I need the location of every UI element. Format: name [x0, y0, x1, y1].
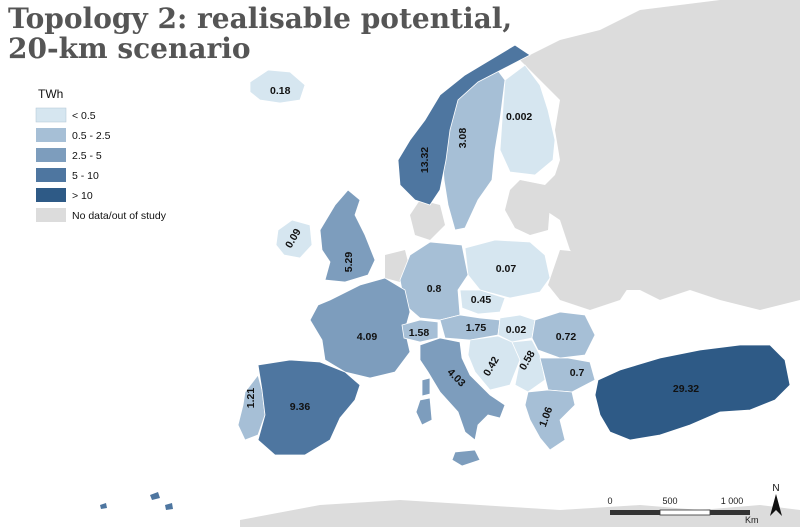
value-label-hungary: 0.02 [506, 324, 527, 336]
region-switzerland [401, 319, 439, 343]
value-label-poland: 0.07 [496, 263, 517, 275]
legend-item: 0.5 - 2.5 [36, 128, 111, 142]
region-romania [531, 311, 596, 359]
region-norway [397, 44, 531, 206]
legend-swatch [36, 188, 66, 202]
value-label-france: 4.09 [357, 331, 378, 343]
legend-item: No data/out of study [36, 208, 167, 222]
scale-unit: Km [745, 515, 759, 525]
ukraine-region [548, 250, 640, 310]
title-line-2: 20-km scenario [8, 32, 251, 65]
region-spain [257, 359, 361, 456]
region-greece [524, 389, 576, 451]
value-label-sweden: 3.08 [457, 128, 469, 149]
value-label-austria: 1.75 [466, 322, 487, 334]
value-label-turkey: 29.32 [673, 383, 699, 395]
region-ireland [275, 219, 313, 259]
region-serbia [511, 339, 546, 393]
region-finland [499, 64, 556, 176]
islands [100, 492, 173, 510]
region-balkans-west [467, 335, 521, 391]
scale-bar: 0 500 1 000 Km [607, 496, 758, 525]
legend-item: 2.5 - 5 [36, 148, 102, 162]
legend-item: > 10 [36, 188, 93, 202]
legend-item: < 0.5 [35, 107, 96, 123]
north-arrow: N [770, 483, 782, 516]
region-germany [399, 241, 469, 321]
region-france [309, 277, 411, 379]
legend-label: < 0.5 [72, 110, 96, 122]
region-bulgaria [539, 357, 596, 393]
legend-label: 2.5 - 5 [72, 150, 102, 162]
out-of-study-land [240, 0, 800, 527]
legend-swatch [35, 107, 67, 123]
legend-heading: TWh [38, 87, 63, 101]
value-label-switzerland: 1.58 [409, 327, 430, 339]
value-label-portugal: 1.21 [245, 388, 257, 409]
value-label-spain: 9.36 [290, 401, 311, 413]
region-corsica [421, 377, 431, 397]
legend: TWh < 0.5 0.5 - 2.5 2.5 - 5 5 - 10 > 10 … [35, 87, 167, 222]
north-label: N [772, 483, 779, 494]
value-label-uk: 5.29 [343, 252, 355, 273]
region-sicily [451, 449, 481, 467]
value-label-finland: 0.002 [506, 111, 532, 123]
region-uk [319, 189, 376, 283]
legend-swatch [36, 148, 66, 162]
legend-swatch [36, 128, 66, 142]
value-label-germany: 0.8 [427, 283, 442, 295]
africa-region [240, 500, 800, 527]
region-italy [419, 337, 506, 441]
scale-tick-500: 500 [662, 496, 677, 506]
region-iceland [249, 69, 306, 104]
region-sardinia [415, 397, 433, 426]
north-arrow-icon [770, 494, 782, 516]
value-label-bulgaria: 0.7 [570, 367, 585, 379]
value-label-czechia: 0.45 [471, 294, 492, 306]
legend-swatch [36, 168, 66, 182]
region-turkey [594, 344, 791, 441]
legend-label: > 10 [72, 190, 93, 202]
legend-item: 5 - 10 [36, 168, 99, 182]
russia-region [520, 0, 800, 310]
value-label-romania: 0.72 [556, 331, 577, 343]
legend-label: No data/out of study [72, 210, 167, 222]
legend-label: 0.5 - 2.5 [72, 130, 111, 142]
legend-swatch [36, 208, 66, 222]
study-countries [237, 44, 791, 467]
baltic-region [505, 180, 550, 235]
region-portugal [237, 374, 266, 441]
scale-segment [659, 509, 711, 516]
region-poland [464, 239, 551, 299]
value-label-norway: 13.32 [419, 147, 431, 173]
scale-segment [610, 510, 660, 515]
title-line-1: Topology 2: realisable potential, [8, 2, 512, 35]
scale-segment [710, 510, 750, 515]
scale-tick-0: 0 [607, 496, 612, 506]
scale-tick-1000: 1 000 [721, 496, 744, 506]
canary-islands [100, 492, 173, 510]
germany-nodata-region [410, 200, 445, 240]
region-czechia [459, 289, 506, 315]
legend-label: 5 - 10 [72, 170, 99, 182]
map-title: Topology 2: realisable potential, 20-km … [8, 2, 512, 65]
value-label-iceland: 0.18 [270, 85, 291, 97]
